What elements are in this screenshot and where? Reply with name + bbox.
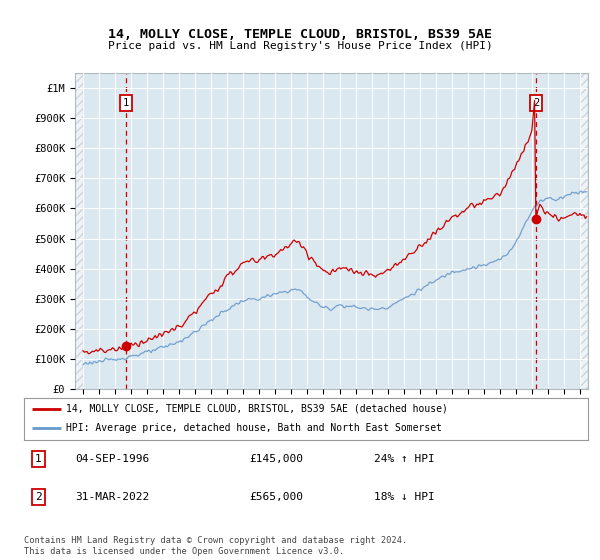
Text: 04-SEP-1996: 04-SEP-1996	[75, 454, 149, 464]
Text: £145,000: £145,000	[250, 454, 304, 464]
Text: 14, MOLLY CLOSE, TEMPLE CLOUD, BRISTOL, BS39 5AE (detached house): 14, MOLLY CLOSE, TEMPLE CLOUD, BRISTOL, …	[66, 404, 448, 414]
Bar	[75, 73, 83, 389]
Text: 1: 1	[122, 98, 129, 108]
Text: HPI: Average price, detached house, Bath and North East Somerset: HPI: Average price, detached house, Bath…	[66, 423, 442, 433]
Text: 18% ↓ HPI: 18% ↓ HPI	[374, 492, 434, 502]
Text: Contains HM Land Registry data © Crown copyright and database right 2024.
This d: Contains HM Land Registry data © Crown c…	[24, 536, 407, 556]
Text: 1: 1	[35, 454, 41, 464]
Bar	[580, 73, 588, 389]
Text: Price paid vs. HM Land Registry's House Price Index (HPI): Price paid vs. HM Land Registry's House …	[107, 41, 493, 51]
Text: 31-MAR-2022: 31-MAR-2022	[75, 492, 149, 502]
Text: 2: 2	[35, 492, 41, 502]
Text: £565,000: £565,000	[250, 492, 304, 502]
Text: 14, MOLLY CLOSE, TEMPLE CLOUD, BRISTOL, BS39 5AE: 14, MOLLY CLOSE, TEMPLE CLOUD, BRISTOL, …	[108, 28, 492, 41]
Text: 24% ↑ HPI: 24% ↑ HPI	[374, 454, 434, 464]
Text: 2: 2	[533, 98, 539, 108]
